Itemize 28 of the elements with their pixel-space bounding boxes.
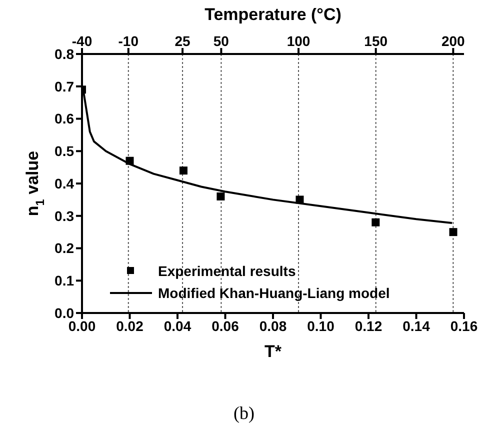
y-tick-label: 0.8 (54, 46, 74, 62)
y-tick-label: 0.6 (54, 110, 74, 127)
x-axis-title: T* (264, 342, 282, 361)
x2-tick-label: -40 (72, 33, 92, 49)
x-tick-label: 0.10 (307, 318, 335, 334)
x2-tick-label: 200 (441, 33, 466, 49)
legend-label: Modified Khan-Huang-Liang model (158, 284, 390, 303)
x2-tick-label: 25 (174, 33, 191, 49)
x-tick-label: 0.02 (116, 318, 144, 334)
x2-tick-label: 50 (213, 33, 230, 49)
x-tick-label: 0.04 (164, 318, 192, 334)
y-tick-label: 0.2 (54, 240, 74, 256)
x2-tick-label: 100 (286, 33, 310, 49)
x-tick-label: 0.14 (402, 318, 430, 334)
y-tick-label: 0.3 (54, 208, 74, 224)
x-tick-label: 0.06 (212, 318, 240, 334)
y-tick-label: 0.1 (54, 272, 74, 289)
x-tick-label: 0.08 (259, 318, 287, 334)
text: (b) (232, 403, 256, 424)
x2-axis-title: Temperature (°C) (204, 5, 342, 24)
x-tick-label: 0.12 (354, 318, 382, 334)
y-tick-label: 0.5 (54, 143, 74, 160)
y-tick-label: 0.7 (54, 78, 74, 94)
x2-tick-label: -10 (118, 33, 139, 49)
x-tick-label: 0.16 (450, 318, 478, 334)
x2-tick-label: 150 (364, 33, 388, 49)
y-tick-label: 0.4 (54, 175, 74, 192)
legend-label: Experimental results (158, 262, 296, 281)
